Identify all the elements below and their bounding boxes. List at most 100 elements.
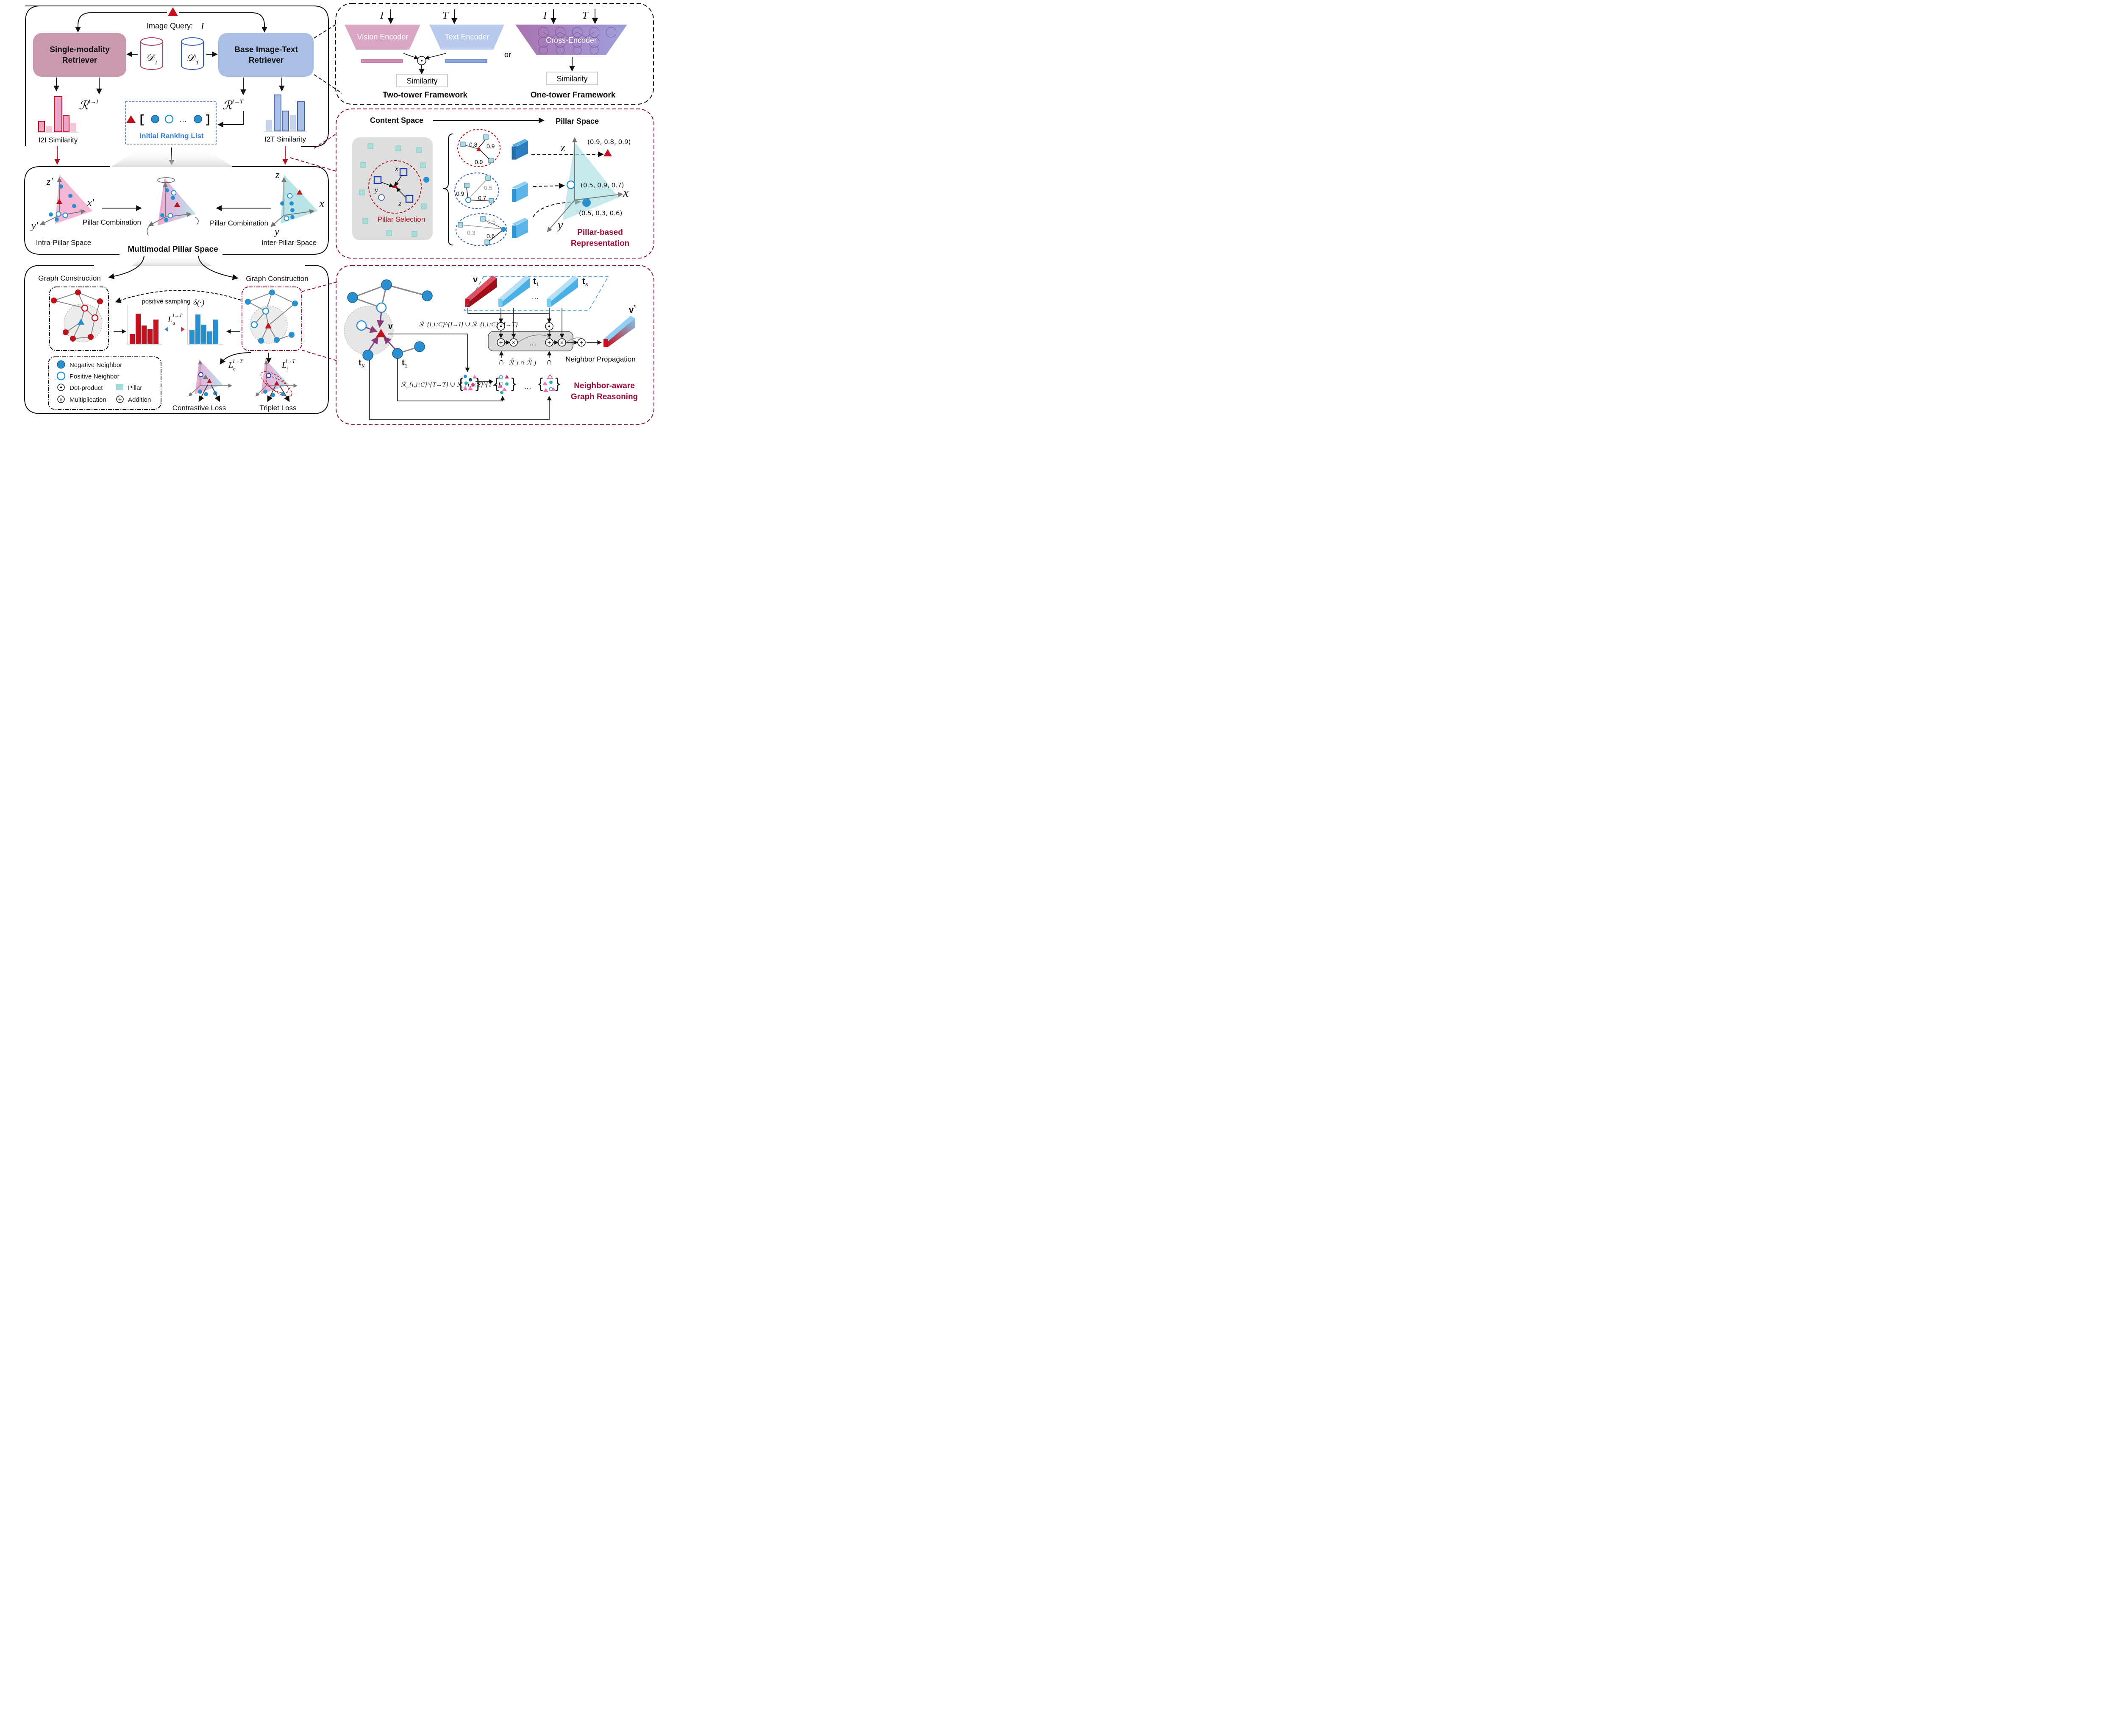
svg-text:Two-tower Framework: Two-tower Framework — [383, 91, 468, 100]
i2i-similarity-label: I2I Similarity — [39, 136, 78, 144]
pillar-bar-1 — [512, 139, 528, 160]
svg-text:0.9: 0.9 — [475, 159, 483, 165]
svg-text:or: or — [504, 50, 511, 59]
svg-text:Inter-Pillar Space: Inter-Pillar Space — [261, 239, 317, 247]
svg-text:z: z — [560, 141, 565, 154]
frameworks-panel: I T Vision Encoder Text Encoder Similari… — [314, 3, 654, 105]
i2t-similarity-chart — [264, 95, 307, 132]
svg-text:Addition: Addition — [128, 396, 151, 403]
svg-text:T: T — [442, 10, 449, 21]
svg-text:Dot-product: Dot-product — [70, 384, 103, 392]
svg-text:One-tower Framework: One-tower Framework — [531, 91, 616, 100]
graph-reasoning-panel: v t1 tK ℛ_{i,1:C}^{I→I} ∪ ℛ_{i,1:C}^{I→T… — [301, 265, 654, 425]
svg-text:(0.5, 0.9, 0.7): (0.5, 0.9, 0.7) — [581, 181, 624, 189]
svg-text:+: + — [547, 339, 551, 347]
svg-text:Positive Neighbor: Positive Neighbor — [70, 373, 120, 380]
addition-node-3: + — [577, 338, 586, 347]
svg-text:I: I — [155, 59, 157, 66]
dot-product-node-1 — [497, 322, 505, 331]
svg-text:Text Encoder: Text Encoder — [445, 33, 489, 41]
tk-label: tK — [359, 358, 365, 369]
svg-text:×: × — [512, 339, 515, 346]
r-i2i-label: ℛI→I — [79, 99, 99, 112]
svg-text:…: … — [529, 339, 537, 347]
svg-text:ℛ_{i,1:C}^{I→I} ∪ ℛ_{i,1:C}^{I: ℛ_{i,1:C}^{I→I} ∪ ℛ_{i,1:C}^{I→T} — [419, 321, 518, 328]
svg-text:×: × — [59, 396, 63, 403]
single-modality-retriever-line1: Single-modality — [50, 45, 110, 54]
svg-text:Multiplication: Multiplication — [70, 396, 106, 403]
base-retriever-line1: Base Image-Text — [234, 45, 298, 54]
svg-text:Graph Construction: Graph Construction — [246, 275, 308, 283]
svg-text:ℛ̃_i ∩ ℛ̃_j: ℛ̃_i ∩ ℛ̃_j — [509, 358, 537, 366]
initial-ranking-list-box — [125, 101, 217, 145]
svg-text:…: … — [179, 115, 187, 123]
svg-text:Similarity: Similarity — [556, 75, 587, 83]
svg-text:0.5: 0.5 — [484, 184, 492, 191]
svg-text:x: x — [623, 186, 629, 200]
graph-reasoning-title-line1: Neighbor-aware — [574, 381, 635, 390]
svg-text:0.8: 0.8 — [469, 141, 478, 148]
single-modality-retriever — [33, 33, 126, 77]
image-query-label: Image Query: — [147, 22, 193, 30]
neighbor-set-2: { } — [494, 375, 516, 394]
dot-product-node-2 — [545, 322, 553, 331]
svg-text:z: z — [275, 170, 280, 181]
multimodal-pillar-space-panel: z′ x′ y′ Intra-Pillar Space Pillar Combi… — [24, 166, 329, 255]
svg-text:Neighbor Propagation: Neighbor Propagation — [565, 355, 635, 363]
svg-text:∩: ∩ — [498, 357, 504, 367]
svg-text:y: y — [556, 219, 563, 232]
multimodal-pillar-space-title: Multimodal Pillar Space — [128, 245, 218, 254]
svg-text:z: z — [398, 199, 401, 208]
svg-text:δ(·): δ(·) — [193, 298, 204, 307]
la-label: LaI→T — [167, 312, 183, 326]
text-database-icon: 𝒟 T — [181, 37, 204, 70]
svg-text:Triplet Loss: Triplet Loss — [259, 404, 296, 412]
svg-text:0.9: 0.9 — [456, 190, 464, 197]
t1-vector-label: t1 — [533, 277, 539, 287]
neighbor-set-1: { } — [459, 375, 480, 392]
vector-v — [465, 275, 497, 307]
image-query-symbol: I — [200, 21, 205, 31]
lt-label: LtI→T — [281, 358, 295, 372]
vision-encoder — [345, 25, 420, 50]
multiplication-node-2: × — [558, 338, 566, 347]
pillar-based-title-line2: Representation — [571, 239, 629, 248]
pillar-bar-2 — [512, 181, 528, 202]
image-query-triangle — [168, 7, 178, 16]
svg-text:[: [ — [140, 112, 144, 125]
svg-text:(0.5, 0.3, 0.6): (0.5, 0.3, 0.6) — [579, 209, 622, 217]
svg-text:}: } — [555, 376, 560, 392]
svg-text:Contrastive Loss: Contrastive Loss — [172, 404, 226, 412]
neighbor-set-3: { } — [538, 374, 560, 392]
svg-text:0.5: 0.5 — [487, 218, 496, 225]
pillar-based-title-line1: Pillar-based — [577, 228, 623, 237]
red-histogram — [127, 305, 162, 345]
pillar-space-panel: Content Space Pillar Space x y z Pillar … — [290, 108, 654, 259]
t1-label: t1 — [402, 358, 408, 369]
svg-text:y′: y′ — [31, 220, 39, 231]
svg-text:Negative Neighbor: Negative Neighbor — [70, 362, 122, 369]
svg-text:v: v — [473, 275, 478, 284]
svg-text:y: y — [374, 186, 378, 194]
svg-text:positive sampling: positive sampling — [142, 298, 190, 305]
vector-t1 — [498, 275, 530, 307]
svg-text:x: x — [395, 164, 398, 173]
svg-text:…: … — [531, 292, 539, 301]
svg-text:y: y — [274, 226, 279, 237]
svg-text:×: × — [560, 339, 564, 346]
graph-construction-panel: Graph Construction Graph Construction po… — [24, 255, 329, 414]
pillar-bar-3 — [512, 218, 528, 238]
i2i-similarity-chart — [36, 96, 79, 133]
svg-text:T: T — [582, 10, 589, 21]
svg-text:Pillar Combination: Pillar Combination — [210, 219, 268, 227]
svg-text:I: I — [543, 10, 547, 21]
vector-tk — [547, 275, 578, 307]
svg-text:Cross-Encoder: Cross-Encoder — [546, 36, 597, 45]
svg-text:}: } — [511, 376, 516, 392]
vector-v-star — [603, 316, 635, 347]
svg-text:Vision Encoder: Vision Encoder — [357, 33, 409, 41]
svg-text:{: { — [538, 376, 543, 392]
svg-text:Intra-Pillar Space: Intra-Pillar Space — [36, 239, 91, 247]
svg-text:+: + — [118, 396, 122, 403]
legend: Negative Neighbor Positive Neighbor Dot-… — [48, 356, 161, 410]
